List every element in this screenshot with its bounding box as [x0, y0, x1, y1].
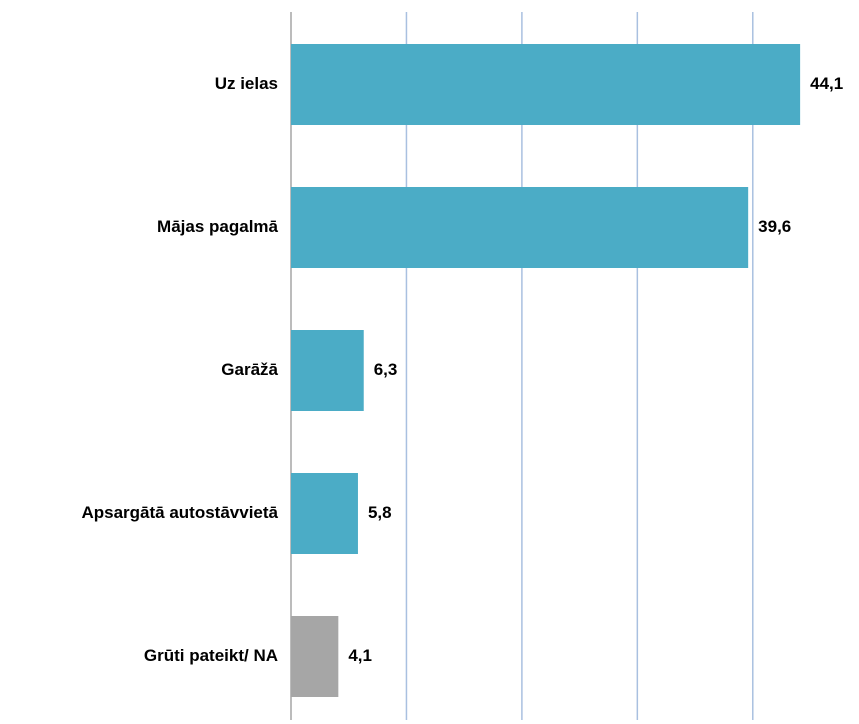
bar: [291, 44, 801, 125]
bar: [291, 473, 358, 554]
category-label: Apsargātā autostāvvietā: [81, 503, 278, 522]
category-label: Garāžā: [221, 360, 278, 379]
value-label: 6,3: [374, 360, 398, 379]
value-label: 5,8: [368, 503, 392, 522]
category-label: Uz ielas: [215, 74, 278, 93]
value-label: 44,1: [810, 74, 843, 93]
category-label: Mājas pagalmā: [157, 217, 278, 236]
bar: [291, 330, 364, 411]
bar: [291, 616, 339, 697]
bar: [291, 187, 749, 268]
category-label: Grūti pateikt/ NA: [144, 646, 278, 665]
value-label: 39,6: [758, 217, 791, 236]
value-label: 4,1: [348, 646, 372, 665]
